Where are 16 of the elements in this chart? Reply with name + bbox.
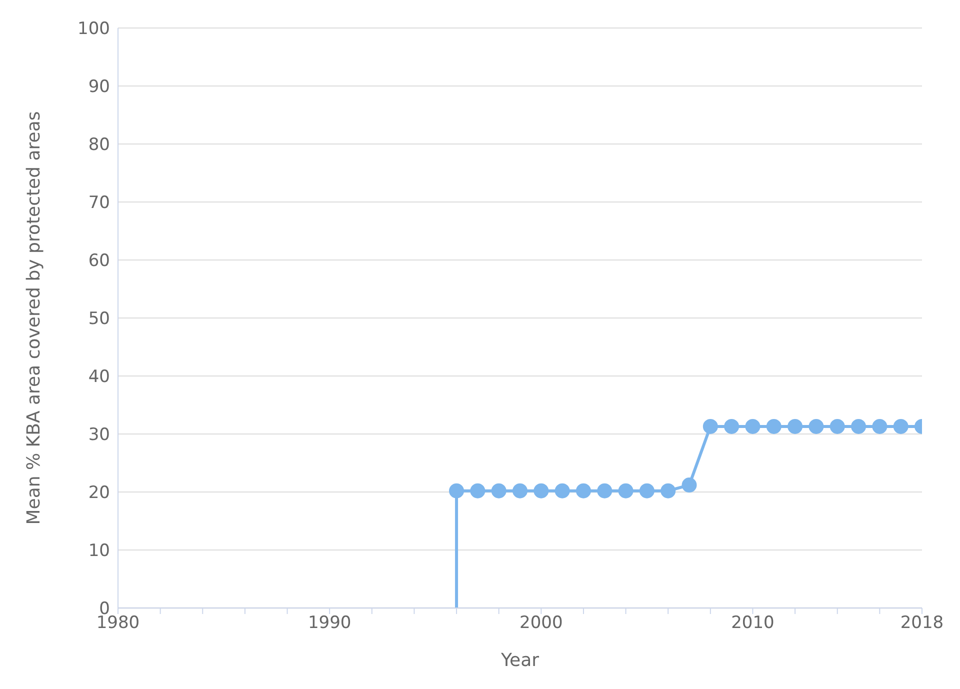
- y-axis-title: Mean % KBA area covered by protected areas: [23, 111, 44, 525]
- y-tick-label: 80: [88, 135, 110, 156]
- x-tick-label: 1990: [308, 613, 352, 634]
- y-tick-label: 90: [88, 77, 110, 98]
- y-tick-label: 70: [88, 193, 110, 214]
- y-tick-label: 50: [88, 309, 110, 330]
- y-tick-label: 100: [78, 19, 110, 40]
- x-tick-label: 2018: [900, 613, 944, 634]
- y-tick-label: 20: [88, 483, 110, 504]
- x-tick-label: 2010: [731, 613, 774, 634]
- x-axis-title: Year: [500, 650, 540, 671]
- y-tick-label: 30: [88, 425, 110, 446]
- y-tick-label: 40: [88, 367, 110, 388]
- y-tick-label: 60: [88, 251, 110, 272]
- y-tick-label: 10: [88, 541, 110, 562]
- x-tick-label: 2000: [520, 613, 563, 634]
